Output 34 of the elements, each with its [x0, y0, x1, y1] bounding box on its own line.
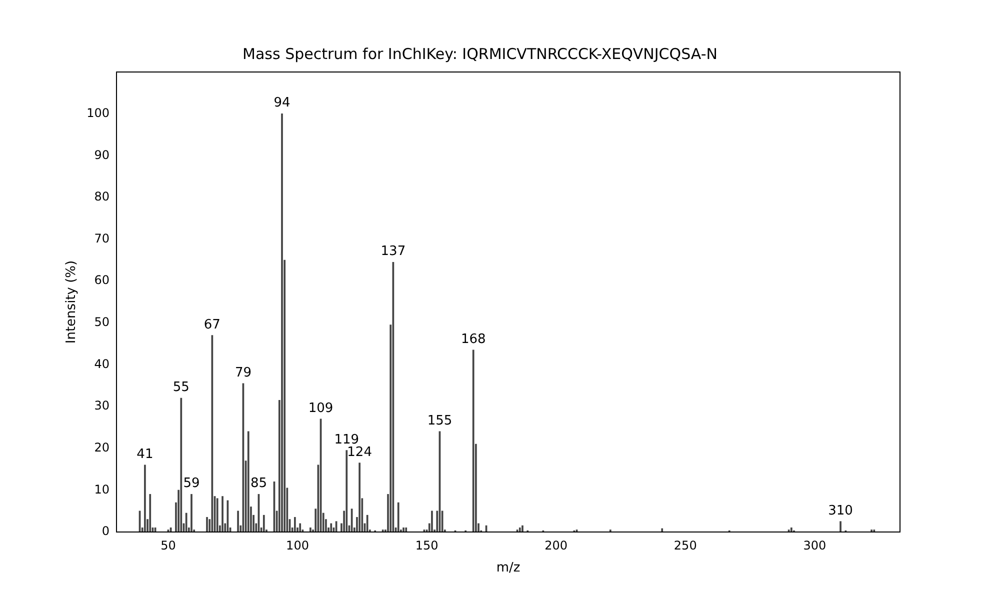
- annotation: 137: [380, 244, 406, 260]
- annotation: 85: [250, 476, 267, 492]
- annotation: 94: [274, 96, 290, 111]
- y-tick-label: 100: [86, 106, 110, 120]
- x-axis-title: m/z: [496, 560, 520, 576]
- y-tick-label: 90: [94, 148, 110, 162]
- annotation: 67: [204, 317, 220, 332]
- annotation: 109: [308, 400, 334, 416]
- chart-title: Mass Spectrum for InChIKey: IQRMICVTNRCCCK-XEQVNJCQSA-N: [242, 44, 718, 63]
- y-tick-label: 50: [94, 315, 110, 330]
- x-tick-label: 250: [674, 538, 697, 552]
- annotation: 155: [427, 414, 452, 429]
- annotation: 55: [172, 380, 190, 396]
- y-tick-label: 40: [94, 356, 110, 371]
- annotation: 124: [347, 444, 372, 460]
- annotation: 41: [136, 446, 154, 462]
- annotation: 59: [183, 476, 200, 492]
- y-axis-title: Intensity (%): [64, 260, 80, 344]
- x-tick-label: 200: [544, 538, 568, 552]
- y-tick-label: 80: [94, 190, 110, 204]
- x-tick-label: 100: [286, 538, 309, 552]
- x-tick-label: 50: [160, 538, 176, 552]
- x-tick-label: 150: [415, 538, 438, 552]
- annotation: 168: [460, 332, 486, 347]
- y-tick-label: 0: [102, 524, 110, 538]
- y-tick-label: 10: [94, 482, 110, 496]
- y-tick-label: 30: [94, 398, 110, 413]
- annotation: 310: [828, 503, 853, 518]
- x-tick-label: 300: [803, 538, 826, 552]
- y-tick-label: 60: [94, 273, 110, 288]
- annotation: 79: [234, 365, 252, 380]
- annotation: 119: [334, 432, 360, 448]
- y-tick-label: 70: [94, 231, 110, 246]
- y-tick-label: 20: [94, 440, 110, 454]
